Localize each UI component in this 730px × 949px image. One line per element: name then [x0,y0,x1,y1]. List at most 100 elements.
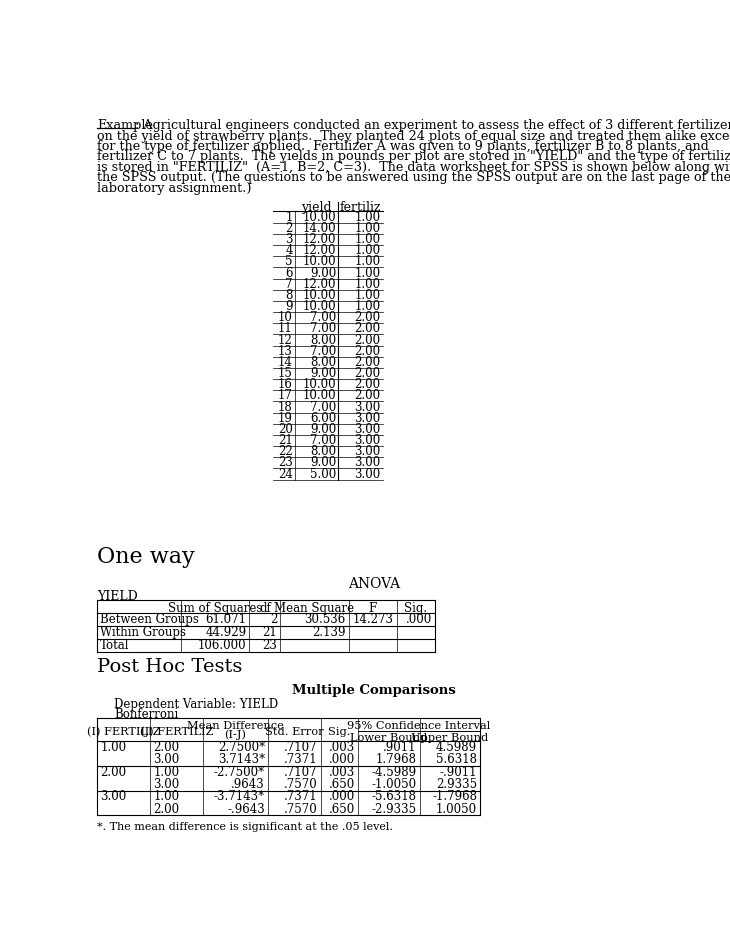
Text: 22: 22 [278,445,293,458]
Text: 10.00: 10.00 [302,288,336,302]
Text: on the yield of strawberry plants.  They planted 24 plots of equal size and trea: on the yield of strawberry plants. They … [97,130,730,142]
Text: .7570: .7570 [284,803,318,816]
Text: the SPSS output. (The questions to be answered using the SPSS output are on the : the SPSS output. (The questions to be an… [97,171,730,184]
Text: 19: 19 [278,412,293,425]
Text: 44.929: 44.929 [205,626,246,639]
Text: Bonferroni: Bonferroni [115,708,179,721]
Text: 14.273: 14.273 [353,613,393,626]
Text: 11: 11 [278,323,293,335]
Text: 3.00: 3.00 [153,778,180,791]
Text: 2.00: 2.00 [153,741,180,754]
Text: 1.00: 1.00 [354,278,380,290]
Text: (J) FERTILIZ: (J) FERTILIZ [139,727,213,737]
Text: 2.00: 2.00 [153,803,180,816]
Text: 3.00: 3.00 [101,791,127,804]
Text: 21: 21 [278,434,293,447]
Text: 10.00: 10.00 [302,300,336,313]
Text: 95% Confidence Interval: 95% Confidence Interval [347,721,491,732]
Text: 5.00: 5.00 [310,468,336,480]
Text: 3.00: 3.00 [354,434,380,447]
Text: 2.00: 2.00 [354,323,380,335]
Text: Dependent Variable: YIELD: Dependent Variable: YIELD [115,698,279,711]
Text: 3.00: 3.00 [354,423,380,436]
Text: .7371: .7371 [284,791,318,804]
Text: .7107: .7107 [284,766,318,779]
Text: F: F [369,602,377,615]
Text: 13: 13 [278,344,293,358]
Text: 6.00: 6.00 [310,412,336,425]
Text: -4.5989: -4.5989 [372,766,417,779]
Text: fertilizer C to 7 plants.  The yields in pounds per plot are stored in "YIELD" a: fertilizer C to 7 plants. The yields in … [97,151,730,163]
Text: 10.00: 10.00 [302,379,336,391]
Text: .000: .000 [328,791,355,804]
Text: 10.00: 10.00 [302,255,336,269]
Text: 3: 3 [285,233,293,246]
Text: -2.9335: -2.9335 [372,803,417,816]
Text: ANOVA: ANOVA [348,577,400,590]
Text: 9: 9 [285,300,293,313]
Text: 7.00: 7.00 [310,434,336,447]
Text: 8.00: 8.00 [310,445,336,458]
Text: 2.139: 2.139 [312,626,345,639]
Text: 10.00: 10.00 [302,389,336,402]
Text: .003: .003 [328,741,355,754]
Text: -.9643: -.9643 [227,803,265,816]
Text: 1.00: 1.00 [153,766,180,779]
Text: 8: 8 [285,288,293,302]
Text: 23: 23 [278,456,293,470]
Text: 23: 23 [262,639,277,652]
Text: Total: Total [100,639,129,652]
Text: .7107: .7107 [284,741,318,754]
Text: .9643: .9643 [231,778,265,791]
Text: is stored in "FERTILIZ"  (A=1, B=2, C=3).  The data worksheet for SPSS is shown : is stored in "FERTILIZ" (A=1, B=2, C=3).… [97,160,730,174]
Text: 3.00: 3.00 [354,468,380,480]
Text: 1.7968: 1.7968 [376,754,417,767]
Text: (I) FERTILIZ: (I) FERTILIZ [87,727,161,737]
Text: 1.00: 1.00 [354,211,380,224]
Text: 1.00: 1.00 [354,288,380,302]
Text: .650: .650 [328,778,355,791]
Text: 2.9335: 2.9335 [436,778,477,791]
Text: Post Hoc Tests: Post Hoc Tests [97,658,243,676]
Text: laboratory assignment.): laboratory assignment.) [97,181,252,195]
Text: .7371: .7371 [284,754,318,767]
Text: 7: 7 [285,278,293,290]
Text: Mean Square: Mean Square [274,602,355,615]
Text: 1.00: 1.00 [354,255,380,269]
Text: -1.0050: -1.0050 [372,778,417,791]
Text: 8.00: 8.00 [310,333,336,346]
Text: 1: 1 [285,211,293,224]
Text: 1.00: 1.00 [354,267,380,280]
Text: 2.00: 2.00 [354,389,380,402]
Text: 7.00: 7.00 [310,344,336,358]
Text: 2.00: 2.00 [354,379,380,391]
Text: 12.00: 12.00 [303,278,336,290]
Text: 10: 10 [278,311,293,325]
Text: 106.000: 106.000 [198,639,246,652]
Text: Multiple Comparisons: Multiple Comparisons [292,684,456,698]
Text: 20: 20 [278,423,293,436]
Text: 12.00: 12.00 [303,233,336,246]
Text: 4.5989: 4.5989 [436,741,477,754]
Text: 1.00: 1.00 [354,244,380,257]
Text: 21: 21 [263,626,277,639]
Text: 5: 5 [285,255,293,269]
Text: 1.00: 1.00 [101,741,127,754]
Text: 2: 2 [270,613,277,626]
Text: 3.00: 3.00 [153,754,180,767]
Text: 2.00: 2.00 [354,311,380,325]
Text: Sig.: Sig. [404,602,428,615]
Text: 16: 16 [278,379,293,391]
Text: .000: .000 [406,613,432,626]
Text: Upper Bound: Upper Bound [412,733,488,743]
Text: 18: 18 [278,400,293,414]
Text: -.9011: -.9011 [439,766,477,779]
Text: 14.00: 14.00 [302,222,336,235]
Text: 7.00: 7.00 [310,323,336,335]
Text: *. The mean difference is significant at the .05 level.: *. The mean difference is significant at… [97,822,393,831]
Text: 2.00: 2.00 [354,333,380,346]
Text: .9011: .9011 [383,741,417,754]
Text: (I-J): (I-J) [224,730,247,740]
Text: -1.7968: -1.7968 [432,791,477,804]
Text: 2.00: 2.00 [354,356,380,369]
